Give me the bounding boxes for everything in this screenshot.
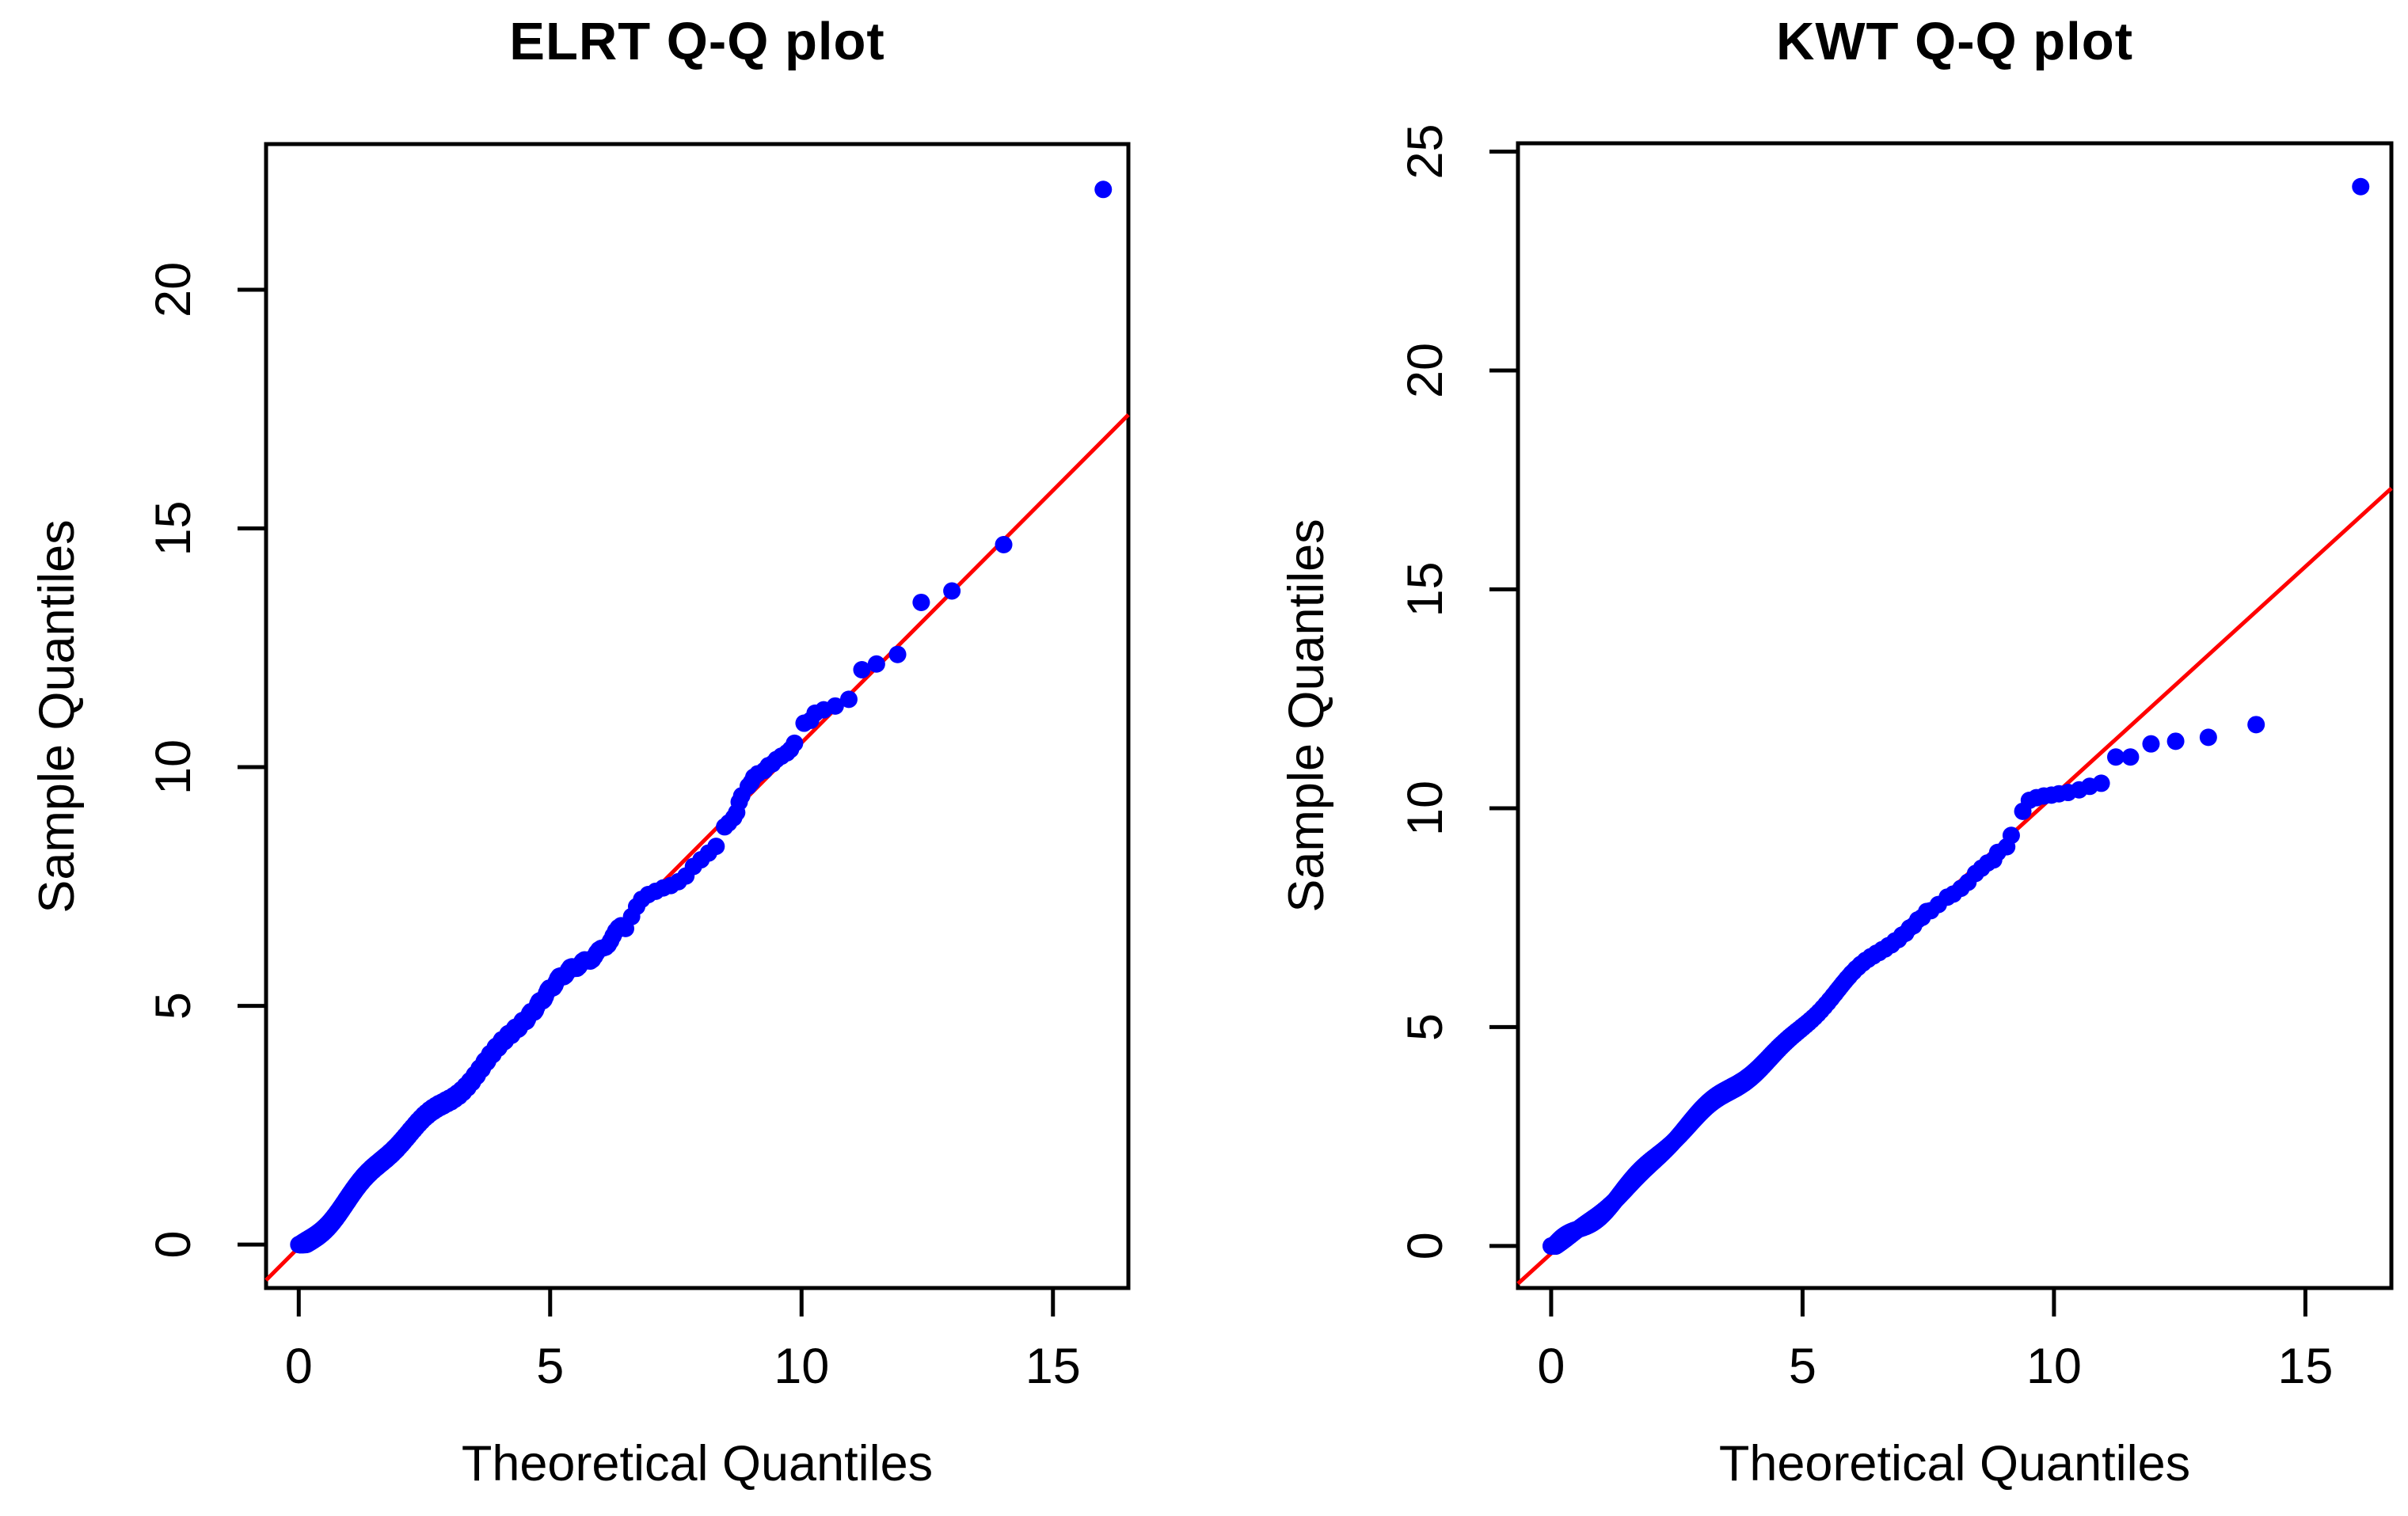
data-point <box>2166 732 2185 750</box>
kwt-plot-area: 0 5 10 15 0 5 10 15 20 25 <box>1398 123 2394 1394</box>
data-point <box>707 838 725 856</box>
data-point <box>867 655 885 673</box>
y-tick-label: 15 <box>1398 561 1453 617</box>
data-point <box>888 645 907 663</box>
x-tick-label: 0 <box>1537 1339 1565 1394</box>
data-point <box>826 697 844 715</box>
data-point <box>2092 774 2110 792</box>
data-point <box>995 535 1013 553</box>
elrt-x-axis-label: Theoretical Quantiles <box>461 1436 934 1491</box>
data-point <box>839 690 858 709</box>
y-tick-label: 5 <box>1398 1013 1453 1041</box>
outlier-point <box>1094 180 1113 199</box>
y-tick-label: 20 <box>146 262 201 317</box>
data-point <box>853 661 871 679</box>
outlier-point <box>2352 177 2370 196</box>
data-point <box>2199 728 2217 747</box>
data-point <box>912 593 930 611</box>
kwt-y-axis-label: Sample Quantiles <box>1279 519 1334 913</box>
data-point <box>2142 735 2160 753</box>
x-tick-label: 15 <box>2277 1339 2333 1394</box>
x-tick-label: 0 <box>285 1339 313 1394</box>
y-tick-label: 10 <box>146 739 201 795</box>
kwt-plot-title: KWT Q-Q plot <box>1775 12 2134 71</box>
elrt-plot-title: ELRT Q-Q plot <box>509 12 885 71</box>
y-tick-label: 0 <box>1398 1232 1453 1260</box>
elrt-y-axis-label: Sample Quantiles <box>29 519 85 914</box>
data-point <box>943 582 961 600</box>
data-point <box>2121 748 2140 766</box>
y-tick-label: 0 <box>146 1231 201 1259</box>
y-tick-label: 10 <box>1398 781 1453 836</box>
y-tick-label: 25 <box>1398 123 1453 179</box>
data-point <box>2107 748 2125 766</box>
x-tick-label: 15 <box>1025 1339 1081 1394</box>
plot-box <box>264 142 1131 1290</box>
y-tick-label: 15 <box>146 500 201 556</box>
data-point <box>2247 716 2265 734</box>
plot-box <box>1516 141 2394 1290</box>
x-tick-label: 10 <box>2026 1339 2082 1394</box>
x-tick-label: 5 <box>536 1339 564 1394</box>
y-tick-label: 20 <box>1398 343 1453 398</box>
elrt-plot-area: 0 5 10 15 0 5 10 15 20 <box>146 142 1131 1394</box>
x-tick-label: 5 <box>1789 1339 1816 1394</box>
data-point <box>786 734 804 752</box>
kwt-x-axis-label: Theoretical Quantiles <box>1718 1436 2191 1491</box>
x-tick-label: 10 <box>774 1339 829 1394</box>
y-tick-label: 5 <box>146 992 201 1020</box>
data-point <box>2002 826 2020 845</box>
